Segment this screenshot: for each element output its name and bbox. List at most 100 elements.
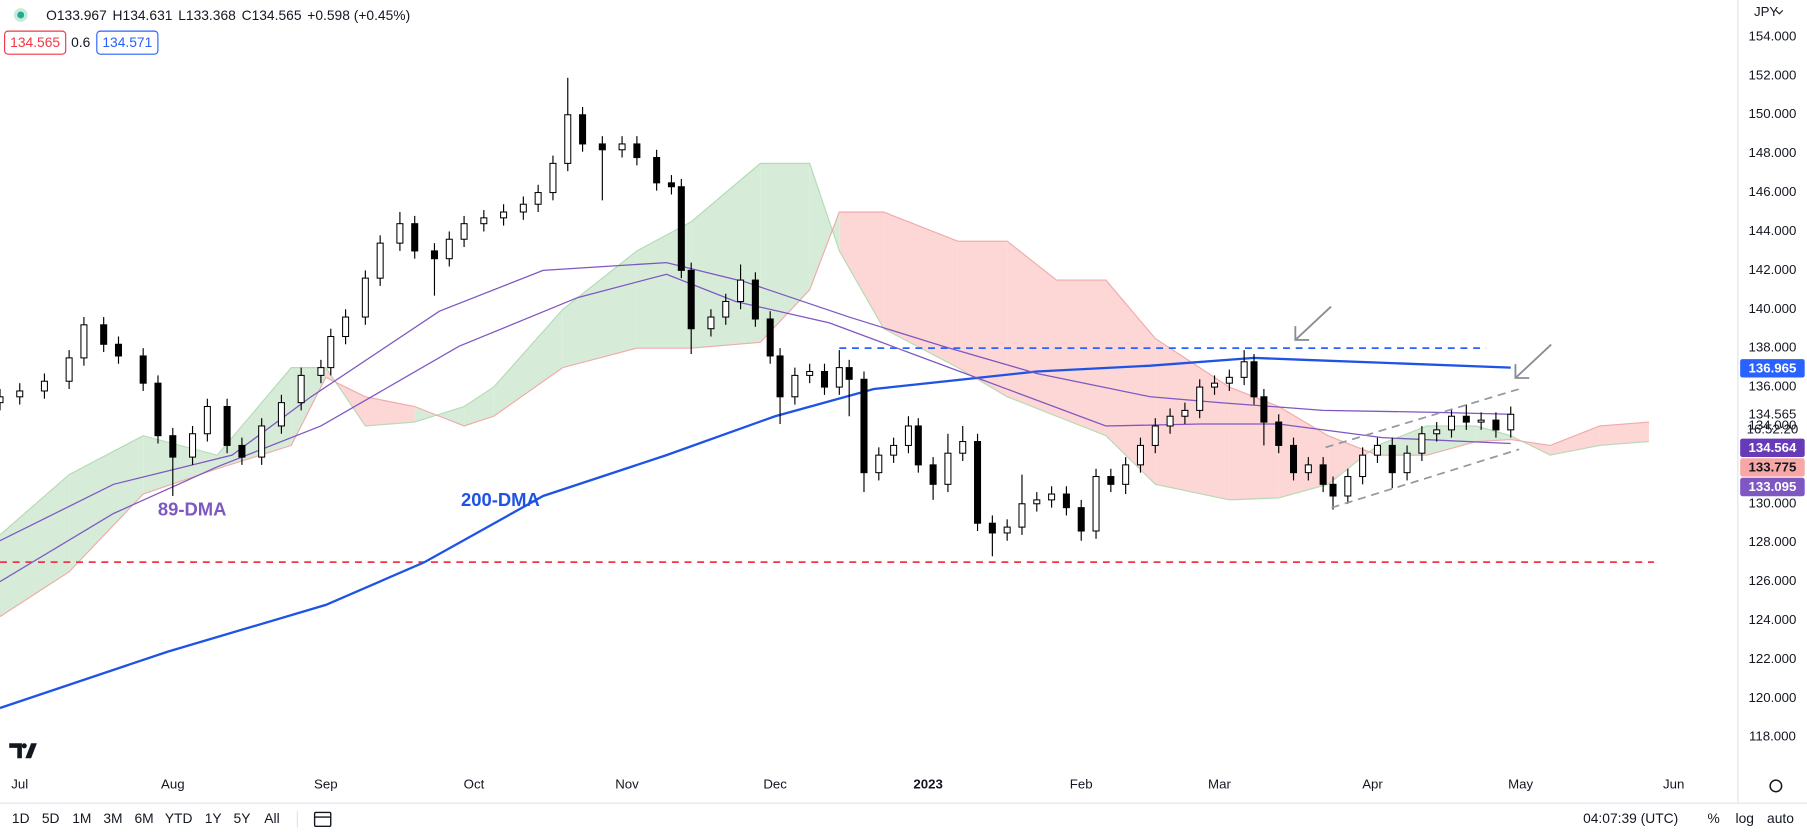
ohlc-value: H134.631: [113, 7, 173, 23]
candle-body: [1211, 382, 1219, 388]
currency-selector[interactable]: JPY: [1754, 4, 1778, 19]
range-button[interactable]: 6M: [134, 810, 153, 826]
candle-body: [1275, 421, 1283, 446]
candle-body: [203, 406, 211, 435]
x-tick-label: Oct: [464, 776, 485, 791]
price-tag-label: 136.965: [1748, 360, 1796, 375]
cloud-segment: [839, 212, 884, 329]
currency-caret: [1775, 9, 1784, 15]
candle-body: [1388, 444, 1396, 474]
series-annotation: 89-DMA: [158, 498, 227, 519]
y-tick-label: 144.000: [1748, 223, 1796, 238]
channel-layer: [1325, 388, 1520, 509]
candle-body: [549, 162, 557, 194]
candle-body: [737, 279, 745, 303]
range-button[interactable]: 5D: [42, 810, 60, 826]
cloud-segment: [464, 387, 494, 426]
candle-body: [944, 452, 952, 485]
range-button[interactable]: 1D: [12, 810, 30, 826]
channel-line: [1331, 448, 1520, 509]
logo[interactable]: [9, 743, 37, 759]
candle-body: [277, 402, 285, 427]
candle-body: [890, 444, 898, 456]
candle-body: [806, 370, 814, 376]
moving-average: [0, 261, 1511, 542]
channel-line: [1325, 388, 1520, 449]
bid-box[interactable]: [4, 30, 67, 55]
price-tag-label: 133.775: [1748, 459, 1796, 474]
range-button[interactable]: 1Y: [205, 810, 222, 826]
y-tick-label: 152.000: [1748, 67, 1796, 82]
range-button[interactable]: 5Y: [234, 810, 251, 826]
toolbar: 1D 5D 1M 3M 6M YTD 1Y 5Y All 04:07:39 (UTC)% log au…: [12, 810, 1794, 826]
scale-option[interactable]: auto: [1767, 810, 1794, 826]
candle-body: [1240, 361, 1248, 378]
x-tick-label: Jul: [11, 776, 28, 791]
y-tick-label: 120.000: [1748, 690, 1796, 705]
cloud-segment: [69, 435, 144, 572]
range-button[interactable]: YTD: [165, 810, 193, 826]
ask-box[interactable]: [96, 30, 159, 55]
scale-option[interactable]: log: [1736, 810, 1754, 826]
candle-body: [1077, 507, 1085, 532]
candle-body: [598, 143, 606, 151]
arrow: [1514, 343, 1552, 379]
annotations: 200-DMA 89-DMA: [158, 489, 540, 519]
scale-option[interactable]: %: [1708, 810, 1720, 826]
candle-body: [751, 279, 759, 320]
candle-body: [100, 324, 108, 345]
candle-body: [1225, 376, 1233, 384]
range-button[interactable]: 1M: [72, 810, 91, 826]
cloud-layer: [0, 162, 1650, 618]
cloud-segment: [1599, 422, 1649, 446]
cloud-edge: [0, 162, 1650, 536]
candle-body: [258, 425, 266, 458]
clock: 04:07:39 (UTC): [1583, 810, 1678, 826]
price-tag: [1740, 438, 1805, 458]
y-tick-label: 134.000: [1748, 417, 1796, 432]
arrow-head: [1514, 364, 1530, 379]
y-tick-label: 142.000: [1748, 262, 1796, 277]
candle-body: [480, 217, 488, 225]
range-button[interactable]: All: [264, 810, 279, 826]
candle-body: [1507, 413, 1515, 431]
cloud-segment: [562, 250, 637, 368]
candle-body: [80, 324, 88, 359]
cloud-segment: [0, 474, 70, 617]
candle-body: [317, 367, 325, 376]
x-tick-label: Jun: [1663, 776, 1684, 791]
candle-body: [835, 367, 843, 388]
candle-body: [1359, 454, 1367, 478]
price-tag: [1740, 477, 1805, 497]
candle-body: [534, 192, 542, 205]
goto-date-icon[interactable]: [313, 811, 332, 827]
cloud-segment: [217, 367, 292, 469]
candle-body: [445, 238, 453, 260]
y-tick-label: 148.000: [1748, 145, 1796, 160]
cloud-segment: [1056, 280, 1106, 436]
candle-body: [677, 186, 685, 271]
candle-body: [223, 406, 231, 446]
candle-body: [1122, 464, 1130, 485]
y-tick-label: 126.000: [1748, 573, 1796, 588]
x-tick-label: Nov: [615, 776, 639, 791]
candle-body: [238, 444, 246, 458]
candle-body: [988, 522, 996, 534]
cloud-segment: [636, 221, 692, 349]
cloud-segment: [957, 241, 1008, 397]
price-tag: [1740, 359, 1805, 378]
candle-body: [1492, 419, 1500, 431]
candle-body: [633, 143, 641, 159]
x-tick-label: Aug: [161, 776, 185, 791]
ohlc-value: O133.967: [46, 7, 107, 23]
candle-body: [904, 425, 912, 446]
ohlc-value: L133.368: [178, 7, 236, 23]
candle-body: [1166, 415, 1174, 427]
settings-icon[interactable]: [1769, 779, 1783, 793]
price-tag-label: 133.095: [1748, 479, 1796, 494]
range-button[interactable]: 3M: [103, 810, 122, 826]
candle-body: [1447, 415, 1456, 431]
candle-body: [1260, 396, 1268, 423]
arrow-head: [1294, 326, 1310, 341]
